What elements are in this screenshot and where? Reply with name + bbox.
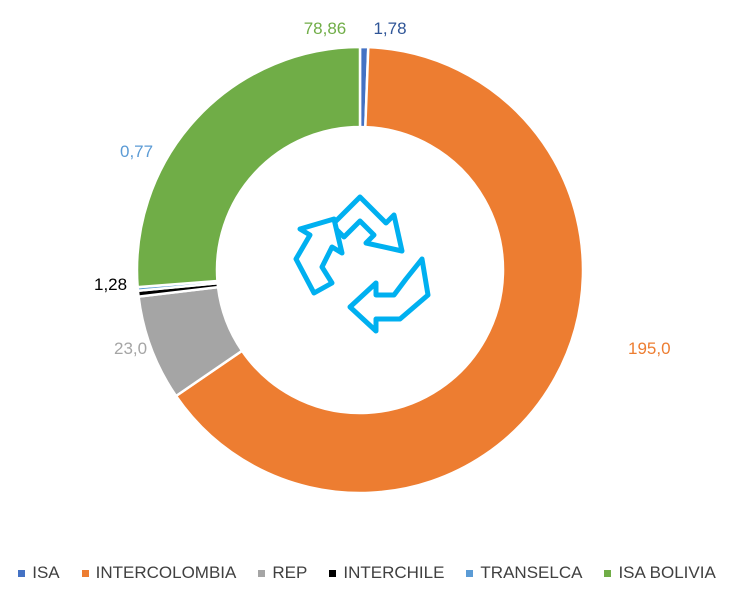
slice-intercolombia: [174, 45, 585, 495]
legend-item-transelca: TRANSELCA: [466, 563, 582, 583]
chart-legend: ISA INTERCOLOMBIA REP INTERCHILE TRANSELCA IS…: [0, 563, 734, 583]
legend-label: INTERCHILE: [343, 563, 445, 582]
legend-swatch: [604, 569, 612, 577]
legend-swatch: [329, 569, 337, 577]
data-label-interchile: 1,28: [94, 275, 127, 294]
legend-swatch: [258, 569, 266, 577]
legend-item-isa-bolivia: ISA BOLIVIA: [604, 563, 716, 583]
legend-swatch: [18, 569, 26, 577]
legend-item-rep: REP: [258, 563, 307, 583]
legend-label: ISA: [32, 563, 60, 582]
doughnut-chart: 1,78 195,0 23,0 1,28 0,77 78,86: [94, 19, 671, 495]
data-labels: 1,78 195,0 23,0 1,28 0,77 78,86: [94, 19, 671, 358]
legend-swatch: [466, 569, 474, 577]
data-label-isa: 1,78: [373, 19, 406, 38]
legend-item-interchile: INTERCHILE: [329, 563, 444, 583]
legend-label: ISA BOLIVIA: [618, 563, 716, 582]
recycle-icon: [293, 194, 431, 334]
legend-item-isa: ISA: [18, 563, 60, 583]
legend-label: REP: [272, 563, 308, 582]
legend-label: INTERCOLOMBIA: [95, 563, 237, 582]
slice-isa-bolivia: [135, 45, 362, 289]
data-label-rep: 23,0: [114, 339, 147, 358]
data-label-isa-bolivia: 78,86: [304, 19, 347, 38]
legend-label: TRANSELCA: [480, 563, 583, 582]
data-label-intercolombia: 195,0: [628, 339, 671, 358]
data-label-transelca: 0,77: [120, 142, 153, 161]
legend-swatch: [81, 569, 89, 577]
legend-item-intercolombia: INTERCOLOMBIA: [81, 563, 237, 583]
doughnut-slices: [135, 45, 585, 495]
